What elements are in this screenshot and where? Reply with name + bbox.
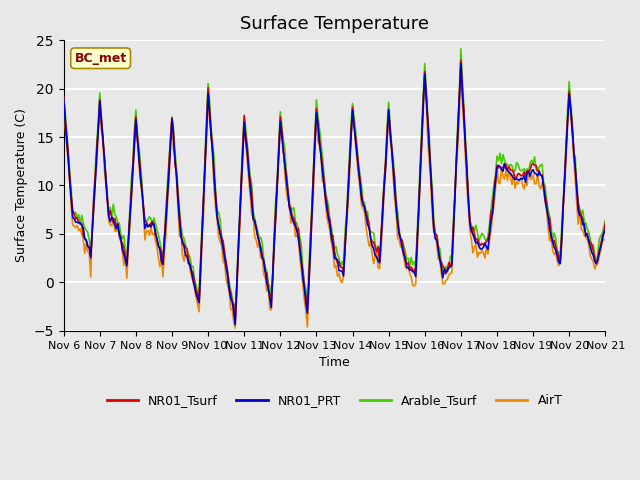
Title: Surface Temperature: Surface Temperature: [240, 15, 429, 33]
Legend: NR01_Tsurf, NR01_PRT, Arable_Tsurf, AirT: NR01_Tsurf, NR01_PRT, Arable_Tsurf, AirT: [102, 389, 567, 412]
Y-axis label: Surface Temperature (C): Surface Temperature (C): [15, 108, 28, 263]
Text: BC_met: BC_met: [74, 52, 127, 65]
X-axis label: Time: Time: [319, 356, 350, 369]
